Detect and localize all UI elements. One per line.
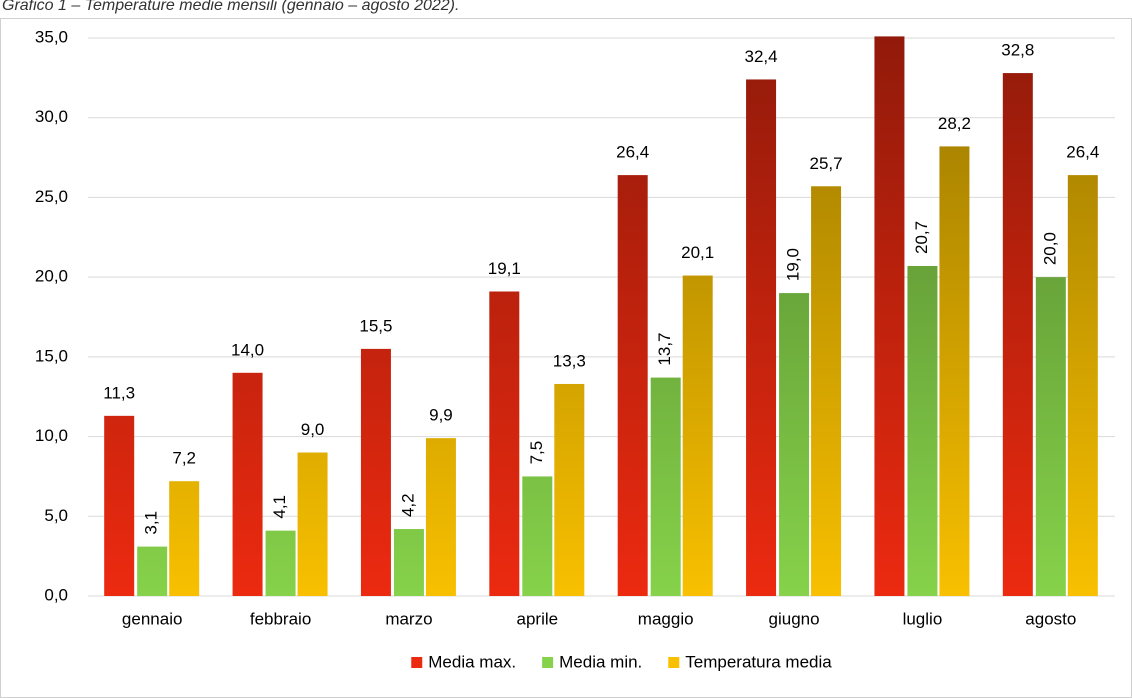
bar [297,452,328,596]
legend-label: Temperatura media [685,652,832,671]
data-label: 7,5 [527,441,546,465]
legend-swatch [411,657,423,668]
data-label: 28,2 [938,114,971,133]
y-tick-label: 35,0 [35,27,68,46]
data-label: 9,0 [301,420,325,439]
data-label: 26,4 [1066,143,1099,162]
bar [265,530,296,596]
x-tick-label: aprile [517,609,559,628]
data-label: 4,2 [398,493,417,517]
legend-item: Media min. [542,652,642,671]
data-label: 3,1 [142,511,161,535]
bar [874,36,905,597]
data-label: 32,8 [1001,41,1034,60]
data-label: 25,7 [810,154,843,173]
data-label: 4,1 [270,495,289,519]
data-label: 19,0 [784,248,803,281]
legend-label: Media max. [428,652,516,671]
bar [650,377,681,596]
bar [425,438,456,596]
bar [779,293,810,596]
legend-label: Media min. [559,652,642,671]
data-label: 15,5 [359,316,392,335]
data-label: 9,9 [429,406,453,425]
y-tick-label: 30,0 [35,107,68,126]
x-tick-label: giugno [769,609,820,628]
bar [489,291,520,596]
data-label: 11,3 [103,383,135,402]
data-label: 20,0 [1040,232,1059,265]
data-label: 20,7 [912,221,931,254]
bar [682,275,713,596]
bar [360,348,391,596]
data-label: 13,7 [655,332,674,365]
legend-item: Media max. [411,652,516,671]
data-label: 14,0 [231,340,264,359]
y-tick-label: 10,0 [35,426,68,445]
bar [104,415,135,596]
bar [907,265,938,596]
bar [137,546,168,596]
y-tick-label: 25,0 [35,187,68,206]
y-tick-label: 0,0 [44,585,68,604]
x-tick-label: maggio [638,609,694,628]
bar [811,186,842,597]
legend-swatch [542,657,554,668]
x-tick-label: agosto [1025,609,1076,628]
y-tick-label: 20,0 [35,267,68,286]
y-tick-label: 5,0 [44,506,68,525]
bar [169,481,200,596]
data-label: 19,1 [488,259,521,278]
bar [232,372,263,596]
chart-title: Grafico 1 – Temperature medie mensili (g… [2,0,459,14]
data-label: 20,1 [681,243,714,262]
data-label: 13,3 [553,351,586,370]
x-tick-label: gennaio [122,609,183,628]
bar [1002,73,1033,597]
data-label: 32,4 [745,47,778,66]
data-label: 26,4 [616,143,649,162]
legend-item: Temperatura media [668,652,832,671]
bar [939,146,970,596]
data-label: 7,2 [172,449,196,468]
bar [746,79,777,597]
x-tick-label: febbraio [250,609,311,628]
x-tick-label: luglio [903,609,943,628]
bar [522,476,553,596]
bar [1035,277,1066,596]
x-tick-label: marzo [385,609,432,628]
bar [1067,175,1098,596]
legend-swatch [668,657,680,668]
bar [554,383,585,596]
y-tick-label: 15,0 [35,346,68,365]
bar [393,529,424,596]
bar [617,175,648,596]
